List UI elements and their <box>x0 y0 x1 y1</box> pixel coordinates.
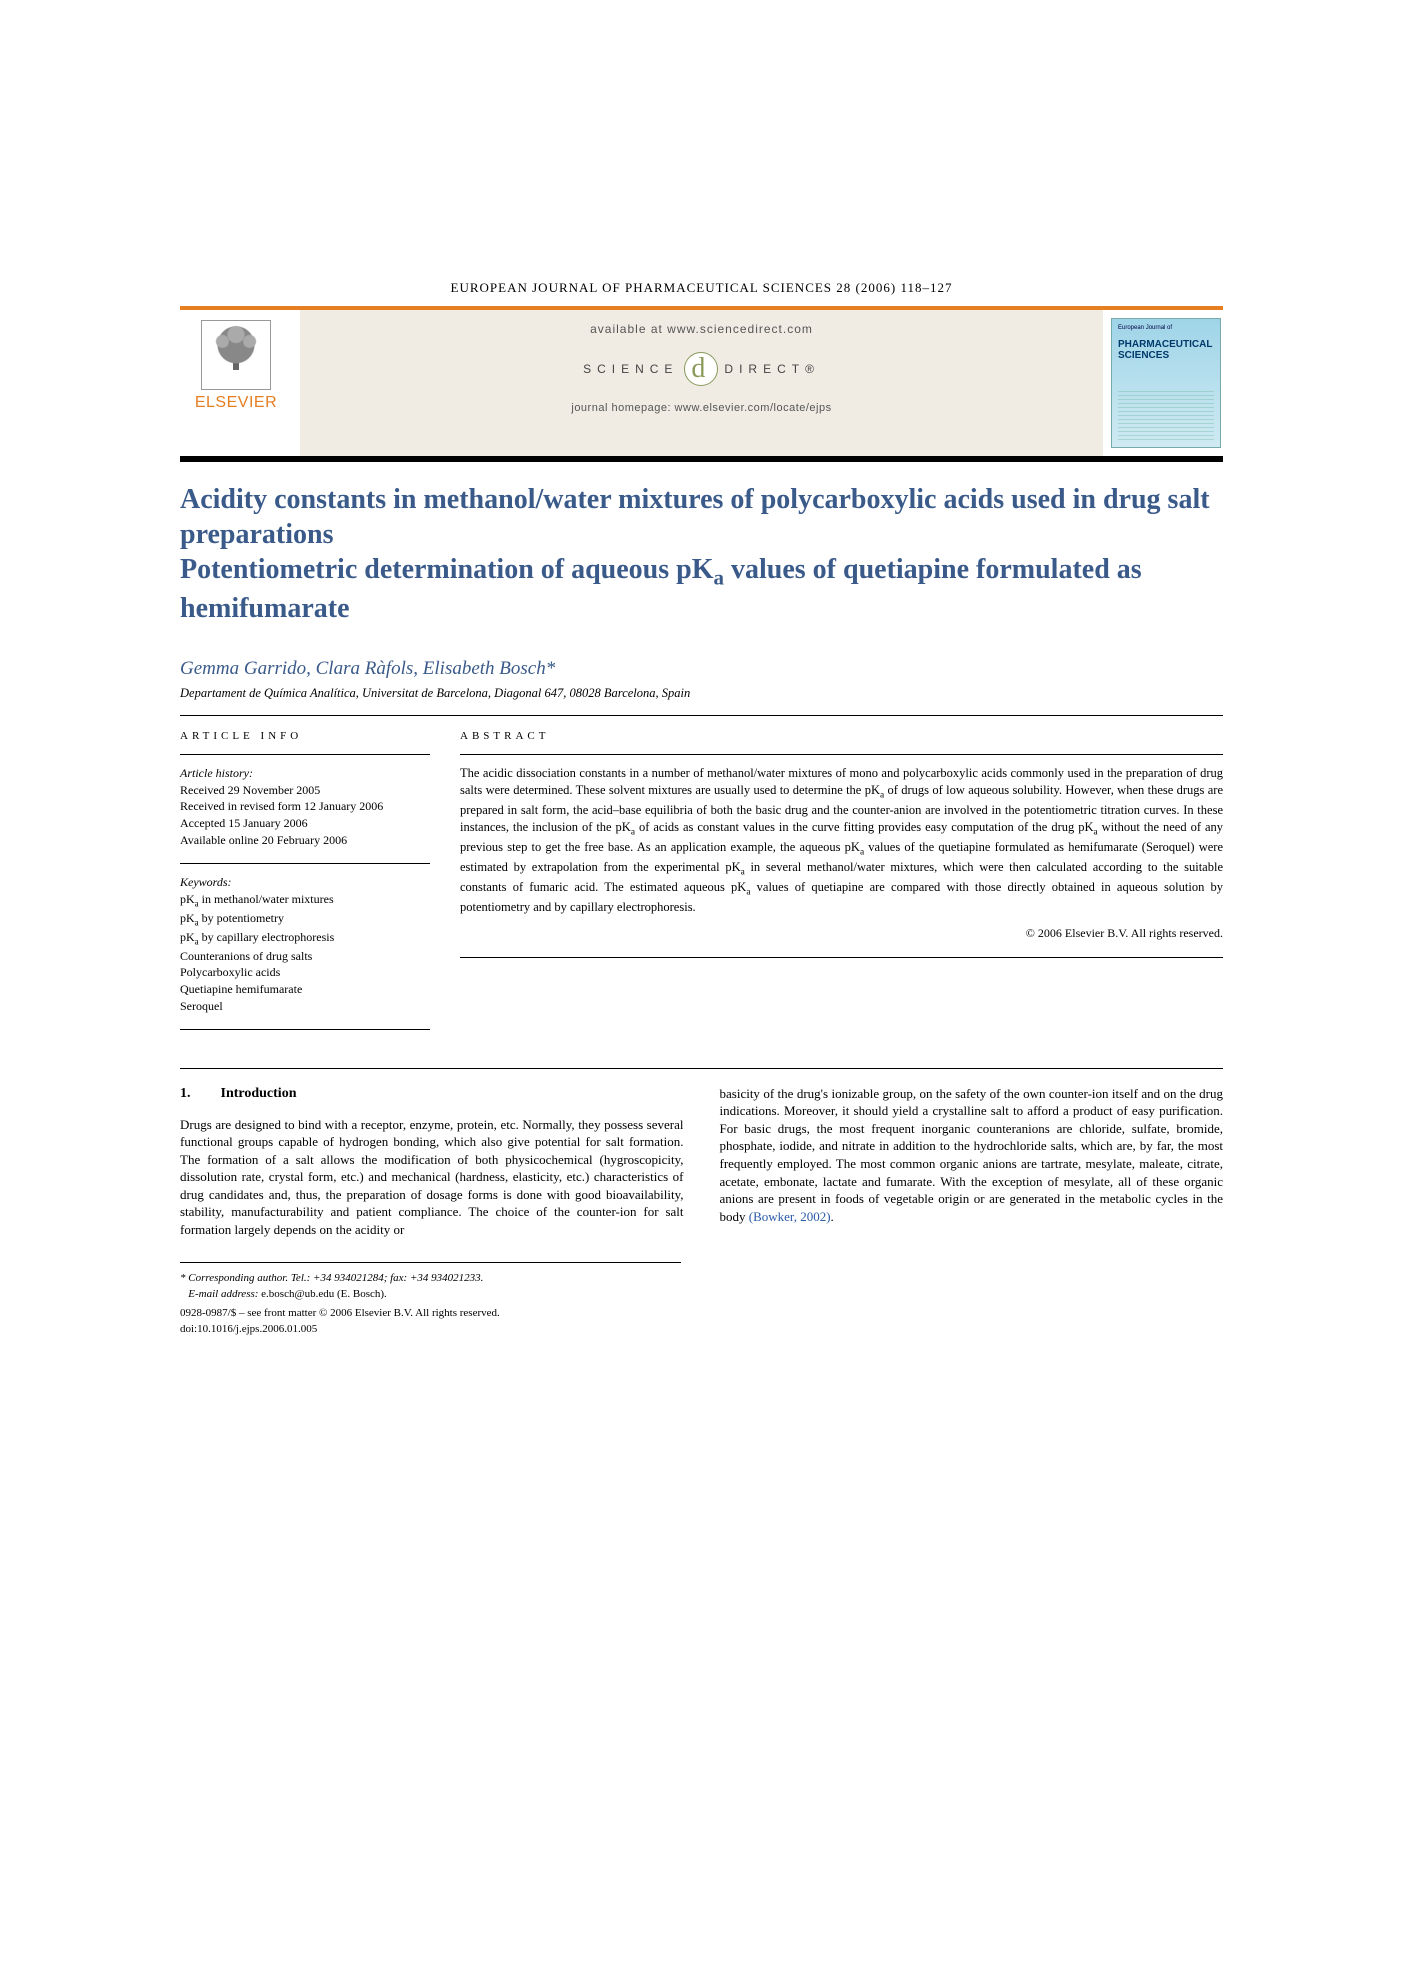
keyword: pKa by potentiometry <box>180 910 430 929</box>
body-col-left: 1. Introduction Drugs are designed to bin… <box>180 1085 684 1239</box>
revised-date: Received in revised form 12 January 2006 <box>180 798 430 815</box>
available-at-text: available at www.sciencedirect.com <box>310 322 1093 336</box>
doi: doi:10.1016/j.ejps.2006.01.005 <box>180 1322 681 1337</box>
article-title: Acidity constants in methanol/water mixt… <box>180 482 1223 626</box>
corresponding-text: * Corresponding author. Tel.: +34 934021… <box>180 1272 483 1284</box>
email-address[interactable]: e.bosch@ub.edu (E. Bosch). <box>261 1288 387 1300</box>
keyword: pKa by capillary electrophoresis <box>180 929 430 948</box>
cover-supertitle: European Journal of <box>1118 325 1172 331</box>
paragraph: Drugs are designed to bind with a recept… <box>180 1116 684 1239</box>
keyword: Quetiapine hemifumarate <box>180 981 430 998</box>
section-heading: 1. Introduction <box>180 1085 684 1104</box>
sciencedirect-logo: SCIENCE d DIRECT® <box>583 352 820 386</box>
abstract-copyright: © 2006 Elsevier B.V. All rights reserved… <box>460 926 1223 941</box>
history-label: Article history: <box>180 765 430 782</box>
elsevier-tree-icon <box>201 320 271 390</box>
journal-homepage: journal homepage: www.elsevier.com/locat… <box>310 402 1093 414</box>
sd-text-left: SCIENCE <box>583 362 678 376</box>
abstract-column: ABSTRACT The acidic dissociation constan… <box>460 730 1223 1040</box>
authors: Gemma Garrido, Clara Ràfols, Elisabeth B… <box>180 658 1223 680</box>
paragraph-text: basicity of the drug's ionizable group, … <box>720 1086 1224 1224</box>
citation-link[interactable]: (Bowker, 2002) <box>749 1209 831 1224</box>
keyword: Polycarboxylic acids <box>180 964 430 981</box>
divider <box>460 957 1223 958</box>
paragraph: basicity of the drug's ionizable group, … <box>720 1085 1224 1225</box>
article-info-head: ARTICLE INFO <box>180 730 430 742</box>
cover-title: PHARMACEUTICAL SCIENCES <box>1118 339 1214 361</box>
keyword: Seroquel <box>180 998 430 1015</box>
footnotes: * Corresponding author. Tel.: +34 934021… <box>180 1262 681 1337</box>
affiliation: Departament de Química Analítica, Univer… <box>180 686 1223 701</box>
keywords-label: Keywords: <box>180 874 430 891</box>
divider <box>180 754 430 755</box>
abstract-head: ABSTRACT <box>460 730 1223 742</box>
cover-image: European Journal of PHARMACEUTICAL SCIEN… <box>1111 318 1221 448</box>
email-line: E-mail address: e.bosch@ub.edu (E. Bosch… <box>180 1287 681 1302</box>
publisher-name: ELSEVIER <box>180 394 292 412</box>
email-label: E-mail address: <box>188 1288 258 1300</box>
journal-running-head: EUROPEAN JOURNAL OF PHARMACEUTICAL SCIEN… <box>180 280 1223 296</box>
body-col-right: basicity of the drug's ionizable group, … <box>720 1085 1224 1239</box>
abstract-text: The acidic dissociation constants in a n… <box>460 765 1223 916</box>
received-date: Received 29 November 2005 <box>180 782 430 799</box>
keywords-block: Keywords: pKa in methanol/water mixtures… <box>180 874 430 1015</box>
corresponding-author: * Corresponding author. Tel.: +34 934021… <box>180 1271 681 1286</box>
publisher-logo-block: ELSEVIER <box>180 310 300 456</box>
paragraph-end: . <box>831 1209 834 1224</box>
journal-cover: European Journal of PHARMACEUTICAL SCIEN… <box>1103 310 1223 456</box>
body-columns: 1. Introduction Drugs are designed to bin… <box>180 1085 1223 1239</box>
divider <box>180 1029 430 1030</box>
sd-text-right: DIRECT® <box>724 362 820 376</box>
divider <box>460 754 1223 755</box>
section-title: Introduction <box>221 1086 297 1101</box>
keyword: pKa in methanol/water mixtures <box>180 891 430 910</box>
section-number: 1. <box>180 1086 191 1101</box>
info-abstract-row: ARTICLE INFO Article history: Received 2… <box>180 715 1223 1040</box>
front-matter: 0928-0987/$ – see front matter © 2006 El… <box>180 1306 681 1321</box>
accepted-date: Accepted 15 January 2006 <box>180 815 430 832</box>
article-history: Article history: Received 29 November 20… <box>180 765 430 849</box>
article-info-column: ARTICLE INFO Article history: Received 2… <box>180 730 430 1040</box>
online-date: Available online 20 February 2006 <box>180 832 430 849</box>
sd-d-icon: d <box>684 352 718 386</box>
section-rule <box>180 1068 1223 1069</box>
divider <box>180 863 430 864</box>
masthead: ELSEVIER available at www.sciencedirect.… <box>180 306 1223 457</box>
keyword: Counteranions of drug salts <box>180 948 430 965</box>
title-block: Acidity constants in methanol/water mixt… <box>180 462 1223 640</box>
cover-decor <box>1118 391 1214 441</box>
sciencedirect-block: available at www.sciencedirect.com SCIEN… <box>300 310 1103 456</box>
